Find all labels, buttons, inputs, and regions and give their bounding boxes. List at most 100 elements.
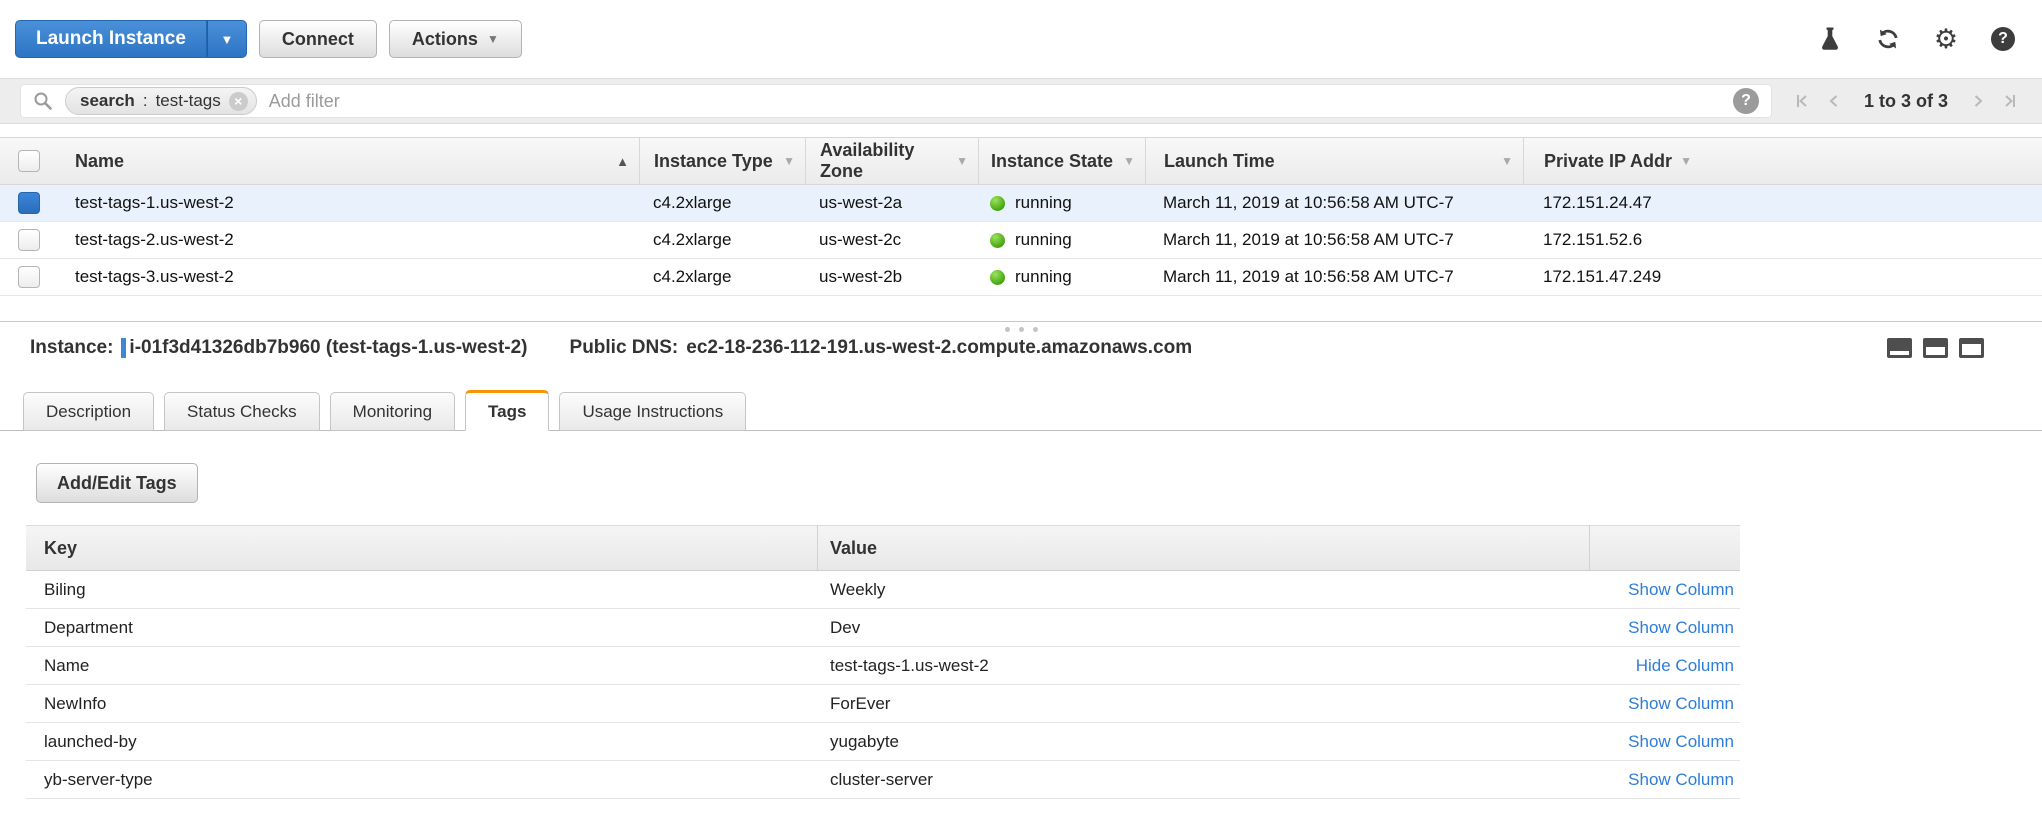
hide-column-link[interactable]: Hide Column — [1635, 655, 1734, 675]
filter-dropdown-icon: ▼ — [1680, 154, 1692, 168]
remove-filter-icon[interactable]: × — [228, 91, 248, 111]
show-column-link[interactable]: Show Column — [1628, 731, 1734, 751]
launch-time: March 11, 2019 at 10:56:58 AM UTC-7 — [1163, 267, 1454, 286]
column-label-name: Name — [75, 150, 125, 171]
tab-status-checks[interactable]: Status Checks — [164, 392, 320, 431]
labs-flask-icon[interactable] — [1817, 26, 1843, 52]
launch-time: March 11, 2019 at 10:56:58 AM UTC-7 — [1163, 193, 1454, 212]
search-icon — [33, 91, 53, 111]
tag-value: yugabyte — [830, 731, 899, 751]
chevron-down-icon: ▼ — [220, 31, 234, 47]
sort-ascending-icon: ▲ — [616, 153, 629, 169]
select-all-checkbox[interactable] — [17, 150, 40, 172]
instance-state: running — [1015, 230, 1072, 249]
tab-monitoring[interactable]: Monitoring — [329, 392, 456, 431]
row-checkbox[interactable] — [17, 266, 40, 288]
tag-row-newinfo: NewInfo ForEver Show Column — [26, 685, 1740, 723]
tags-table: Key Value Biling Weekly Show Column Depa… — [26, 525, 1740, 799]
tag-value: cluster-server — [830, 769, 933, 789]
column-header-name[interactable]: Name ▲ — [57, 151, 639, 172]
column-header-instance-type[interactable]: Instance Type ▼ — [639, 138, 805, 184]
tab-tags[interactable]: Tags — [465, 390, 550, 431]
pane-layout-small-icon[interactable] — [1887, 338, 1912, 358]
row-checkbox[interactable] — [17, 192, 40, 214]
launch-instance-button[interactable]: Launch Instance — [15, 20, 207, 58]
show-column-link[interactable]: Show Column — [1628, 579, 1734, 599]
tag-key: yb-server-type — [44, 769, 153, 789]
connect-button[interactable]: Connect — [258, 20, 377, 58]
help-icon[interactable]: ? — [1991, 27, 2015, 51]
tag-row-name: Name test-tags-1.us-west-2 Hide Column — [26, 647, 1740, 685]
tags-panel: Add/Edit Tags — [0, 431, 2042, 503]
show-column-link[interactable]: Show Column — [1628, 769, 1734, 789]
filter-bar: search : test-tags × Add filter ? 1 to 3… — [0, 78, 2042, 124]
splitter-grip-icon — [1032, 327, 1038, 332]
instance-label: Instance: — [30, 337, 114, 358]
instances-table-header: Name ▲ Instance Type ▼ Availability Zone… — [0, 137, 2042, 185]
tab-description[interactable]: Description — [23, 392, 155, 431]
launch-instance-dropdown[interactable]: ▼ — [206, 20, 247, 58]
instances-table: Name ▲ Instance Type ▼ Availability Zone… — [0, 137, 2042, 296]
column-label-availability-zone: Availability Zone — [820, 140, 915, 181]
instance-row-2[interactable]: test-tags-2.us-west-2 c4.2xlarge us-west… — [0, 222, 2042, 259]
pane-splitter[interactable] — [0, 321, 2042, 337]
row-checkbox[interactable] — [17, 229, 40, 251]
availability-zone: us-west-2b — [819, 267, 903, 286]
gear-icon[interactable]: ⚙ — [1933, 26, 1959, 53]
public-dns-value: ec2-18-236-112-191.us-west-2.compute.ama… — [686, 337, 1193, 358]
filter-help-icon[interactable]: ? — [1732, 88, 1759, 114]
instance-name: test-tags-2.us-west-2 — [75, 230, 234, 249]
filter-chip-separator: : — [142, 91, 148, 110]
tags-column-value: Value — [818, 526, 1590, 570]
column-label-launch-time: Launch Time — [1164, 150, 1275, 171]
next-page-button[interactable] — [1970, 93, 1986, 109]
tag-row-department: Department Dev Show Column — [26, 609, 1740, 647]
column-header-instance-state[interactable]: Instance State ▼ — [978, 138, 1145, 184]
filter-chip-search-test-tags[interactable]: search : test-tags × — [65, 87, 257, 115]
first-page-button[interactable] — [1794, 93, 1810, 109]
tag-value: test-tags-1.us-west-2 — [830, 655, 989, 675]
top-toolbar: Launch Instance ▼ Connect Actions ▼ ⚙ ? — [0, 0, 2042, 78]
instance-type: c4.2xlarge — [653, 193, 732, 212]
instance-detail-header: Instance: i-01f3d41326db7b960 (test-tags… — [0, 337, 2042, 373]
column-header-private-ip[interactable]: Private IP Addr ▼ — [1523, 138, 2042, 184]
running-status-icon — [990, 195, 1005, 211]
pane-layout-large-icon[interactable] — [1959, 338, 1984, 358]
add-edit-tags-button[interactable]: Add/Edit Tags — [36, 463, 198, 503]
private-ip: 172.151.47.249 — [1543, 267, 1662, 286]
refresh-icon[interactable] — [1875, 26, 1901, 52]
search-input[interactable]: search : test-tags × Add filter ? — [20, 84, 1772, 118]
pagination-range: 1 to 3 of 3 — [1863, 90, 1948, 111]
tag-row-launched-by: launched-by yugabyte Show Column — [26, 723, 1740, 761]
actions-label: Actions — [411, 28, 478, 49]
column-header-launch-time[interactable]: Launch Time ▼ — [1145, 138, 1523, 184]
column-label-instance-type: Instance Type — [654, 150, 773, 171]
tag-value: ForEver — [830, 693, 891, 713]
pane-layout-switcher — [1887, 338, 2012, 358]
pane-layout-medium-icon[interactable] — [1923, 338, 1948, 358]
tag-key: launched-by — [44, 731, 137, 751]
instance-state: running — [1015, 267, 1072, 286]
column-label-instance-state: Instance State — [991, 150, 1114, 171]
filter-dropdown-icon: ▼ — [956, 154, 968, 168]
instance-name: test-tags-3.us-west-2 — [75, 267, 234, 286]
instance-type: c4.2xlarge — [653, 230, 732, 249]
last-page-button[interactable] — [2002, 93, 2018, 109]
tag-row-billing: Biling Weekly Show Column — [26, 571, 1740, 609]
chevron-down-icon: ▼ — [486, 32, 499, 46]
column-header-availability-zone[interactable]: Availability Zone ▼ — [805, 138, 978, 184]
tag-key: Name — [44, 655, 90, 675]
instance-row-1[interactable]: test-tags-1.us-west-2 c4.2xlarge us-west… — [0, 185, 2042, 222]
instance-type: c4.2xlarge — [653, 267, 732, 286]
tab-usage-instructions[interactable]: Usage Instructions — [559, 392, 747, 431]
actions-button[interactable]: Actions ▼ — [388, 20, 522, 58]
splitter-grip-icon — [1018, 327, 1024, 332]
instance-row-3[interactable]: test-tags-3.us-west-2 c4.2xlarge us-west… — [0, 259, 2042, 296]
tag-key: Biling — [44, 579, 86, 599]
show-column-link[interactable]: Show Column — [1628, 693, 1734, 713]
previous-page-button[interactable] — [1826, 93, 1842, 109]
show-column-link[interactable]: Show Column — [1628, 617, 1734, 637]
tag-row-yb-server-type: yb-server-type cluster-server Show Colum… — [26, 761, 1740, 799]
availability-zone: us-west-2c — [819, 230, 902, 249]
tags-table-header: Key Value — [26, 525, 1740, 571]
